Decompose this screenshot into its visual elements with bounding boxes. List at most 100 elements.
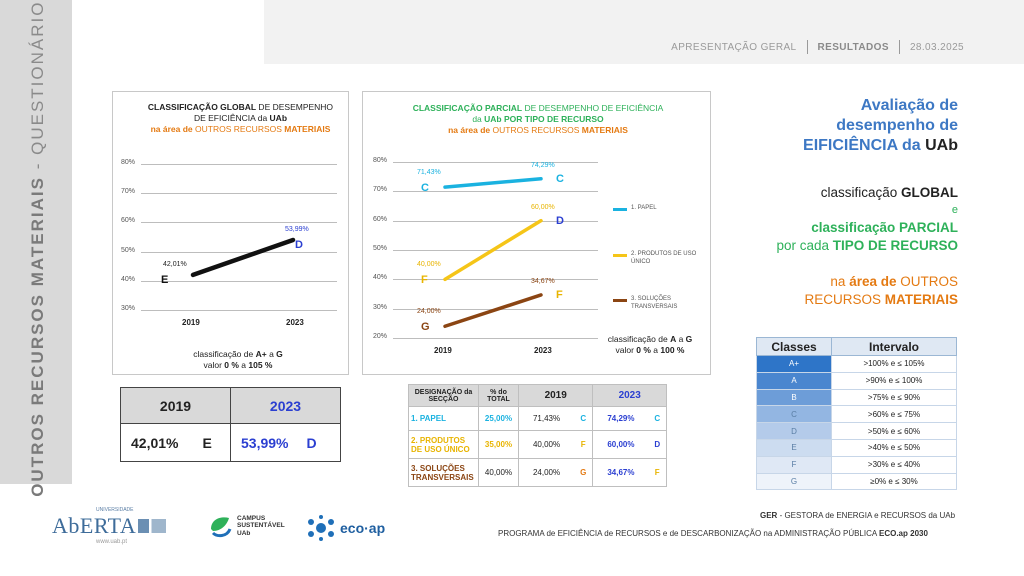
classification-description: classificação GLOBAL e classificação PAR… (776, 185, 958, 253)
nav-resultados-link[interactable]: RESULTADOS (817, 41, 889, 53)
gridline (141, 310, 337, 311)
data-label: 74,29% (531, 161, 555, 169)
nav-apresentacao-link[interactable]: APRESENTAÇÃO GERAL (671, 41, 797, 53)
x-tick-label: 2023 (534, 346, 552, 355)
y-tick-label: 50% (373, 245, 388, 252)
partial-chart-note: classificação de A a G valor 0 % a 100 % (607, 334, 693, 355)
interval-cell: >30% e ≤ 40% (831, 455, 957, 474)
global-chart-note: classificação de A+ a G valor 0 % a 105 … (193, 349, 283, 370)
row-name: 2. PRODUTOS DE USO ÚNICO (408, 430, 479, 459)
row-2019-value: 71,43% (518, 406, 575, 431)
data-label: 40,00% (417, 261, 441, 269)
y-tick-label: 20% (373, 333, 388, 340)
table-row: 2. PRODUTOS DE USO ÚNICO 35,00% 40,00% F… (408, 430, 668, 459)
class-label: F (556, 288, 563, 301)
classes-header: Classes (756, 337, 832, 356)
row-2023-class: C (648, 406, 668, 431)
row-2019-class: G (574, 458, 594, 487)
class-label: E (161, 273, 169, 286)
gridline (393, 279, 598, 281)
row-2023-value: 74,29% (592, 406, 649, 431)
interval-cell: >40% e ≤ 50% (831, 438, 957, 457)
interval-header: Intervalo (831, 337, 957, 356)
table-row: D >50% e ≤ 60% (756, 422, 957, 440)
legend-swatch (613, 299, 627, 302)
series-line (443, 218, 543, 282)
footer-ger: GER - GESTORA de ENERGIA e RECURSOS da U… (760, 511, 956, 520)
table-row: E >40% e ≤ 50% (756, 438, 957, 457)
y-tick-label: 40% (121, 275, 136, 283)
sidebar-panel (0, 0, 72, 484)
class-label: G (421, 321, 430, 334)
gridline (393, 191, 598, 193)
y-tick-label: 80% (373, 157, 388, 164)
data-label: 60,00% (531, 203, 555, 211)
row-2023-value: 60,00% (592, 430, 649, 459)
header-2019: 2019 (517, 384, 594, 407)
legend-item: 1. PAPEL (613, 204, 701, 212)
class-cell: A (756, 371, 832, 390)
y-tick-label: 50% (121, 246, 136, 254)
logo-uab: UNIVERSIDADE AbERTA www.uab.pt (52, 507, 167, 545)
legend-item: 3. SOLUÇÕES TRANSVERSAIS (613, 295, 701, 311)
row-2019-class: C (574, 406, 594, 431)
data-label: 71,43% (417, 169, 441, 177)
interval-cell: ≥0% e ≤ 30% (831, 472, 957, 491)
summary-box: 2019 2023 42,01% E 53,99% D (120, 387, 341, 462)
sidebar-vertical-title: OUTROS RECURSOS MATERIAIS - QUESTIONÁRIO… (28, 0, 47, 497)
class-cell: G (756, 472, 832, 491)
table-row: A+ >100% e ≤ 105% (756, 355, 957, 373)
area-description: na área de OUTROS RECURSOS MATERIAIS (804, 274, 958, 307)
class-cell: C (756, 405, 832, 424)
gridline (141, 193, 337, 195)
gridline (393, 338, 598, 339)
interval-cell: >60% e ≤ 75% (831, 405, 957, 424)
legend-item: 2. PRODUTOS DE USO ÚNICO (613, 250, 701, 266)
row-2023-class: F (648, 458, 668, 487)
gridline (141, 164, 337, 165)
data-label: 42,01% (163, 260, 187, 268)
class-label: D (295, 238, 303, 251)
interval-cell: >90% e ≤ 100% (831, 371, 957, 390)
table-row: A >90% e ≤ 100% (756, 371, 957, 390)
y-tick-label: 30% (373, 303, 388, 311)
eco-ap-dots-icon (308, 515, 334, 541)
y-tick-label: 60% (373, 215, 388, 223)
class-cell: F (756, 455, 832, 474)
table-row: B >75% e ≤ 90% (756, 388, 957, 407)
gridline (393, 162, 598, 163)
nav-date: 28.03.2025 (909, 41, 964, 53)
interval-cell: >50% e ≤ 60% (831, 422, 957, 440)
y-tick-label: 40% (373, 274, 388, 282)
row-2019-value: 24,00% (518, 458, 575, 487)
y-tick-label: 80% (121, 159, 136, 166)
x-tick-label: 2023 (286, 318, 304, 327)
gridline (141, 222, 337, 224)
row-2023-value: 34,67% (592, 458, 649, 487)
gridline (393, 220, 598, 222)
class-label: C (421, 182, 429, 195)
row-pct: 35,00% (478, 430, 519, 459)
y-tick-label: 70% (121, 188, 136, 196)
interval-cell: >75% e ≤ 90% (831, 388, 957, 407)
y-tick-label: 60% (121, 217, 136, 225)
row-2019-value: 40,00% (518, 430, 575, 459)
summary-year-2019: 2019 (121, 388, 231, 424)
chart-lines (190, 237, 296, 278)
nav-separator (806, 40, 808, 54)
table-row: F >30% e ≤ 40% (756, 455, 957, 474)
data-label: 53,99% (285, 225, 309, 233)
legend-label: 3. SOLUÇÕES TRANSVERSAIS (631, 296, 678, 310)
row-2023-class: D (648, 430, 668, 459)
gridline (141, 280, 337, 282)
header-2023: 2023 (592, 384, 667, 407)
series-line (190, 237, 296, 278)
header-designacao: DESIGNAÇÃO da SECÇÃO (408, 384, 479, 407)
table-row: G ≥0% e ≤ 30% (756, 472, 957, 491)
summary-year-2023: 2023 (231, 388, 340, 424)
header-pct-total: % do TOTAL (478, 384, 519, 407)
row-name: 1. PAPEL (408, 406, 479, 431)
data-label: 34,67% (531, 277, 555, 285)
classes-table: Classes Intervalo A+ >100% e ≤ 105% A >90% … (756, 337, 957, 491)
chart-lines (443, 176, 543, 329)
